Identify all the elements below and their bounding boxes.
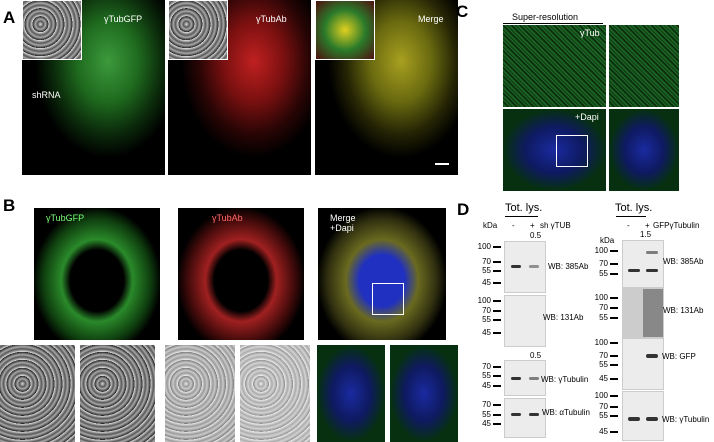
panel-label-c: C (456, 2, 469, 21)
d-left-ratio-1: 0.5 (530, 231, 542, 240)
d-right-header: Tot. lys. (615, 202, 653, 214)
d-right-label-2: WB: 131Ab (663, 306, 704, 315)
marker: 45 (594, 374, 618, 383)
marker: 55 (477, 410, 501, 419)
d-right-label-4: WB: γTubulin (662, 415, 710, 424)
d-right-label-3: WB: GFP (662, 352, 696, 361)
panel-label-a: A (3, 8, 16, 27)
d-right-minus: - (627, 221, 630, 230)
marker: 100 (594, 338, 618, 347)
c-tub-inset (609, 25, 679, 107)
blot-131ab-right (622, 288, 664, 338)
c-tub-image (503, 25, 606, 107)
a-ab-label: γTubAb (256, 14, 287, 24)
c-dapi-label: +Dapi (575, 112, 599, 122)
marker: 70 (477, 306, 501, 315)
d-right-kda: kDa (600, 236, 615, 245)
d-right-condition: GFPγTubulin (653, 221, 700, 230)
d-left-label-2: WB: 131Ab (543, 313, 584, 322)
blot-131ab-left (504, 295, 546, 347)
b-ab-label: γTubAb (212, 213, 243, 223)
b-merge-zoom-1 (317, 345, 385, 442)
marker: 70 (477, 400, 501, 409)
marker: 45 (594, 427, 618, 436)
marker: 55 (477, 315, 501, 324)
marker: 45 (477, 419, 501, 428)
b-gfp-label: γTubGFP (46, 213, 85, 223)
marker: 70 (594, 259, 618, 268)
d-left-ratio-3: 0.5 (530, 351, 542, 360)
scale-bar (435, 163, 449, 165)
marker: 55 (594, 411, 618, 420)
blot-gtub-left (504, 360, 546, 396)
c-tub-label: γTub (580, 28, 600, 38)
marker: 70 (594, 303, 618, 312)
b-gfp-zoom-2 (80, 345, 155, 442)
b-dapi-label: +Dapi (330, 223, 354, 233)
marker: 55 (594, 269, 618, 278)
marker: 55 (477, 266, 501, 275)
d-left-label-1: WB: 385Ab (548, 262, 589, 271)
b-gfp-image (34, 208, 160, 340)
d-left-plus: + (530, 221, 535, 230)
c-dapi-inset (609, 109, 679, 191)
a-ab-inset (168, 0, 228, 60)
a-merge-label: Merge (418, 14, 444, 24)
panel-label-d: D (457, 200, 470, 219)
d-right-ratio: 1.5 (640, 230, 652, 239)
marker: 100 (594, 391, 618, 400)
b-merge-label: Merge (330, 213, 356, 223)
d-left-condition: sh γTUB (540, 221, 571, 230)
b-ab-image (178, 208, 304, 340)
marker: 55 (594, 313, 618, 322)
b-ab-zoom-1 (165, 345, 235, 442)
b-merge-zoom-2 (390, 345, 458, 442)
b-ab-zoom-2 (240, 345, 310, 442)
a-gfp-label: γTubGFP (104, 14, 143, 24)
b-merge-image (318, 208, 446, 340)
c-title: Super-resolution (512, 12, 579, 22)
d-right-label-1: WB: 385Ab (663, 257, 704, 266)
marker: 70 (477, 257, 501, 266)
c-inset-box (556, 135, 588, 167)
blot-385ab-right (622, 240, 664, 288)
d-left-kda: kDa (483, 221, 498, 230)
marker: 100 (477, 296, 501, 305)
blot-atub-left (504, 398, 546, 438)
c-dapi-image (503, 109, 606, 191)
blot-385ab-left (504, 241, 546, 293)
a-gfp-inset (22, 0, 82, 60)
b-inset-box (372, 283, 404, 315)
marker: 70 (594, 351, 618, 360)
c-title-line (503, 23, 603, 24)
marker: 100 (594, 293, 618, 302)
marker: 45 (477, 328, 501, 337)
d-left-minus: - (512, 221, 515, 230)
marker: 100 (477, 242, 501, 251)
d-left-label-3: WB: γTubulin (541, 375, 589, 384)
d-left-label-4: WB: αTubulin (542, 408, 590, 417)
b-gfp-zoom-1 (0, 345, 75, 442)
marker: 55 (477, 371, 501, 380)
marker: 45 (477, 381, 501, 390)
d-right-header-line (616, 216, 646, 217)
a-shrna-label: shRNA (32, 90, 61, 100)
marker: 55 (594, 360, 618, 369)
marker: 70 (594, 402, 618, 411)
marker: 45 (477, 278, 501, 287)
marker: 100 (594, 246, 618, 255)
marker: 70 (477, 362, 501, 371)
blot-gtub-right (622, 391, 664, 441)
d-left-header-line (505, 216, 538, 217)
panel-label-b: B (3, 196, 16, 215)
d-right-plus: + (645, 221, 650, 230)
blot-gfp-right (622, 338, 664, 390)
d-left-header: Tot. lys. (505, 202, 543, 214)
a-merge-inset (315, 0, 375, 60)
